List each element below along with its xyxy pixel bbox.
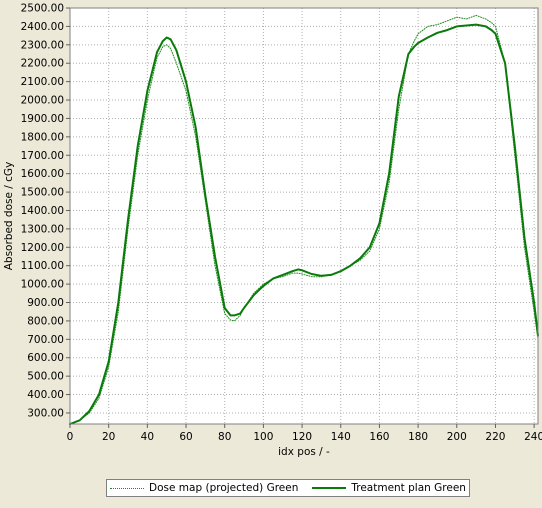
y-tick-label: 400.00 <box>27 389 64 401</box>
y-tick-label: 1800.00 <box>21 131 64 143</box>
y-tick-label: 1400.00 <box>21 205 64 217</box>
plot-border <box>69 7 539 425</box>
x-tick-label: 120 <box>292 431 312 443</box>
plot-area <box>70 8 538 424</box>
x-tick-label: 240 <box>524 431 542 443</box>
y-tick-label: 2100.00 <box>21 76 64 88</box>
legend: Dose map (projected) Green Treatment pla… <box>106 479 470 497</box>
legend-swatch-dotted <box>110 487 145 489</box>
x-tick-label: 20 <box>102 431 115 443</box>
y-tick-label: 300.00 <box>27 407 64 419</box>
x-tick-label: 220 <box>485 431 505 443</box>
y-tick-label: 2400.00 <box>21 21 64 33</box>
y-tick-label: 1000.00 <box>21 279 64 291</box>
x-axis-label: idx pos / - <box>278 446 330 458</box>
y-tick-label: 2000.00 <box>21 95 64 107</box>
legend-label-dose-map: Dose map (projected) Green <box>149 482 299 494</box>
y-tick-label: 1700.00 <box>21 150 64 162</box>
y-tick-label: 1600.00 <box>21 168 64 180</box>
y-tick-label: 1200.00 <box>21 242 64 254</box>
y-axis-label: Absorbed dose / cGy <box>3 162 15 271</box>
y-tick-label: 700.00 <box>27 334 64 346</box>
y-tick-label: 1500.00 <box>21 187 64 199</box>
x-tick-label: 100 <box>253 431 273 443</box>
y-tick-label: 2300.00 <box>21 39 64 51</box>
x-tick-label: 160 <box>369 431 389 443</box>
legend-item-treatment-plan: Treatment plan Green <box>312 482 466 494</box>
x-tick-label: 80 <box>218 431 231 443</box>
y-tick-label: 500.00 <box>27 371 64 383</box>
y-tick-label: 900.00 <box>27 297 64 309</box>
legend-swatch-solid <box>312 487 347 489</box>
legend-label-treatment-plan: Treatment plan Green <box>351 482 466 494</box>
series-line-treatment-plan <box>69 23 539 425</box>
legend-item-dose-map: Dose map (projected) Green <box>110 482 298 494</box>
x-tick-label: 60 <box>179 431 192 443</box>
y-tick-label: 1900.00 <box>21 113 64 125</box>
y-tick-label: 1100.00 <box>21 260 64 272</box>
x-tick-label: 200 <box>447 431 467 443</box>
x-tick-label: 180 <box>408 431 428 443</box>
grid <box>70 8 538 424</box>
x-tick-label: 140 <box>331 431 351 443</box>
y-tick-label: 800.00 <box>27 315 64 327</box>
series-line-dose-map <box>69 14 539 425</box>
y-tick-label: 600.00 <box>27 352 64 364</box>
y-tick-label: 2500.00 <box>21 3 64 15</box>
y-axis-ticks: 300.00 400.00 500.00 600.00 700.00 800.00 900.… <box>21 3 70 419</box>
x-tick-label: 0 <box>67 431 74 443</box>
series-layer <box>69 14 539 425</box>
y-tick-label: 2200.00 <box>21 58 64 70</box>
y-tick-label: 1300.00 <box>21 223 64 235</box>
x-axis-ticks: 0 20 40 60 80 100 120 140 160 180 200 220 240 <box>67 424 542 443</box>
x-tick-label: 40 <box>141 431 154 443</box>
